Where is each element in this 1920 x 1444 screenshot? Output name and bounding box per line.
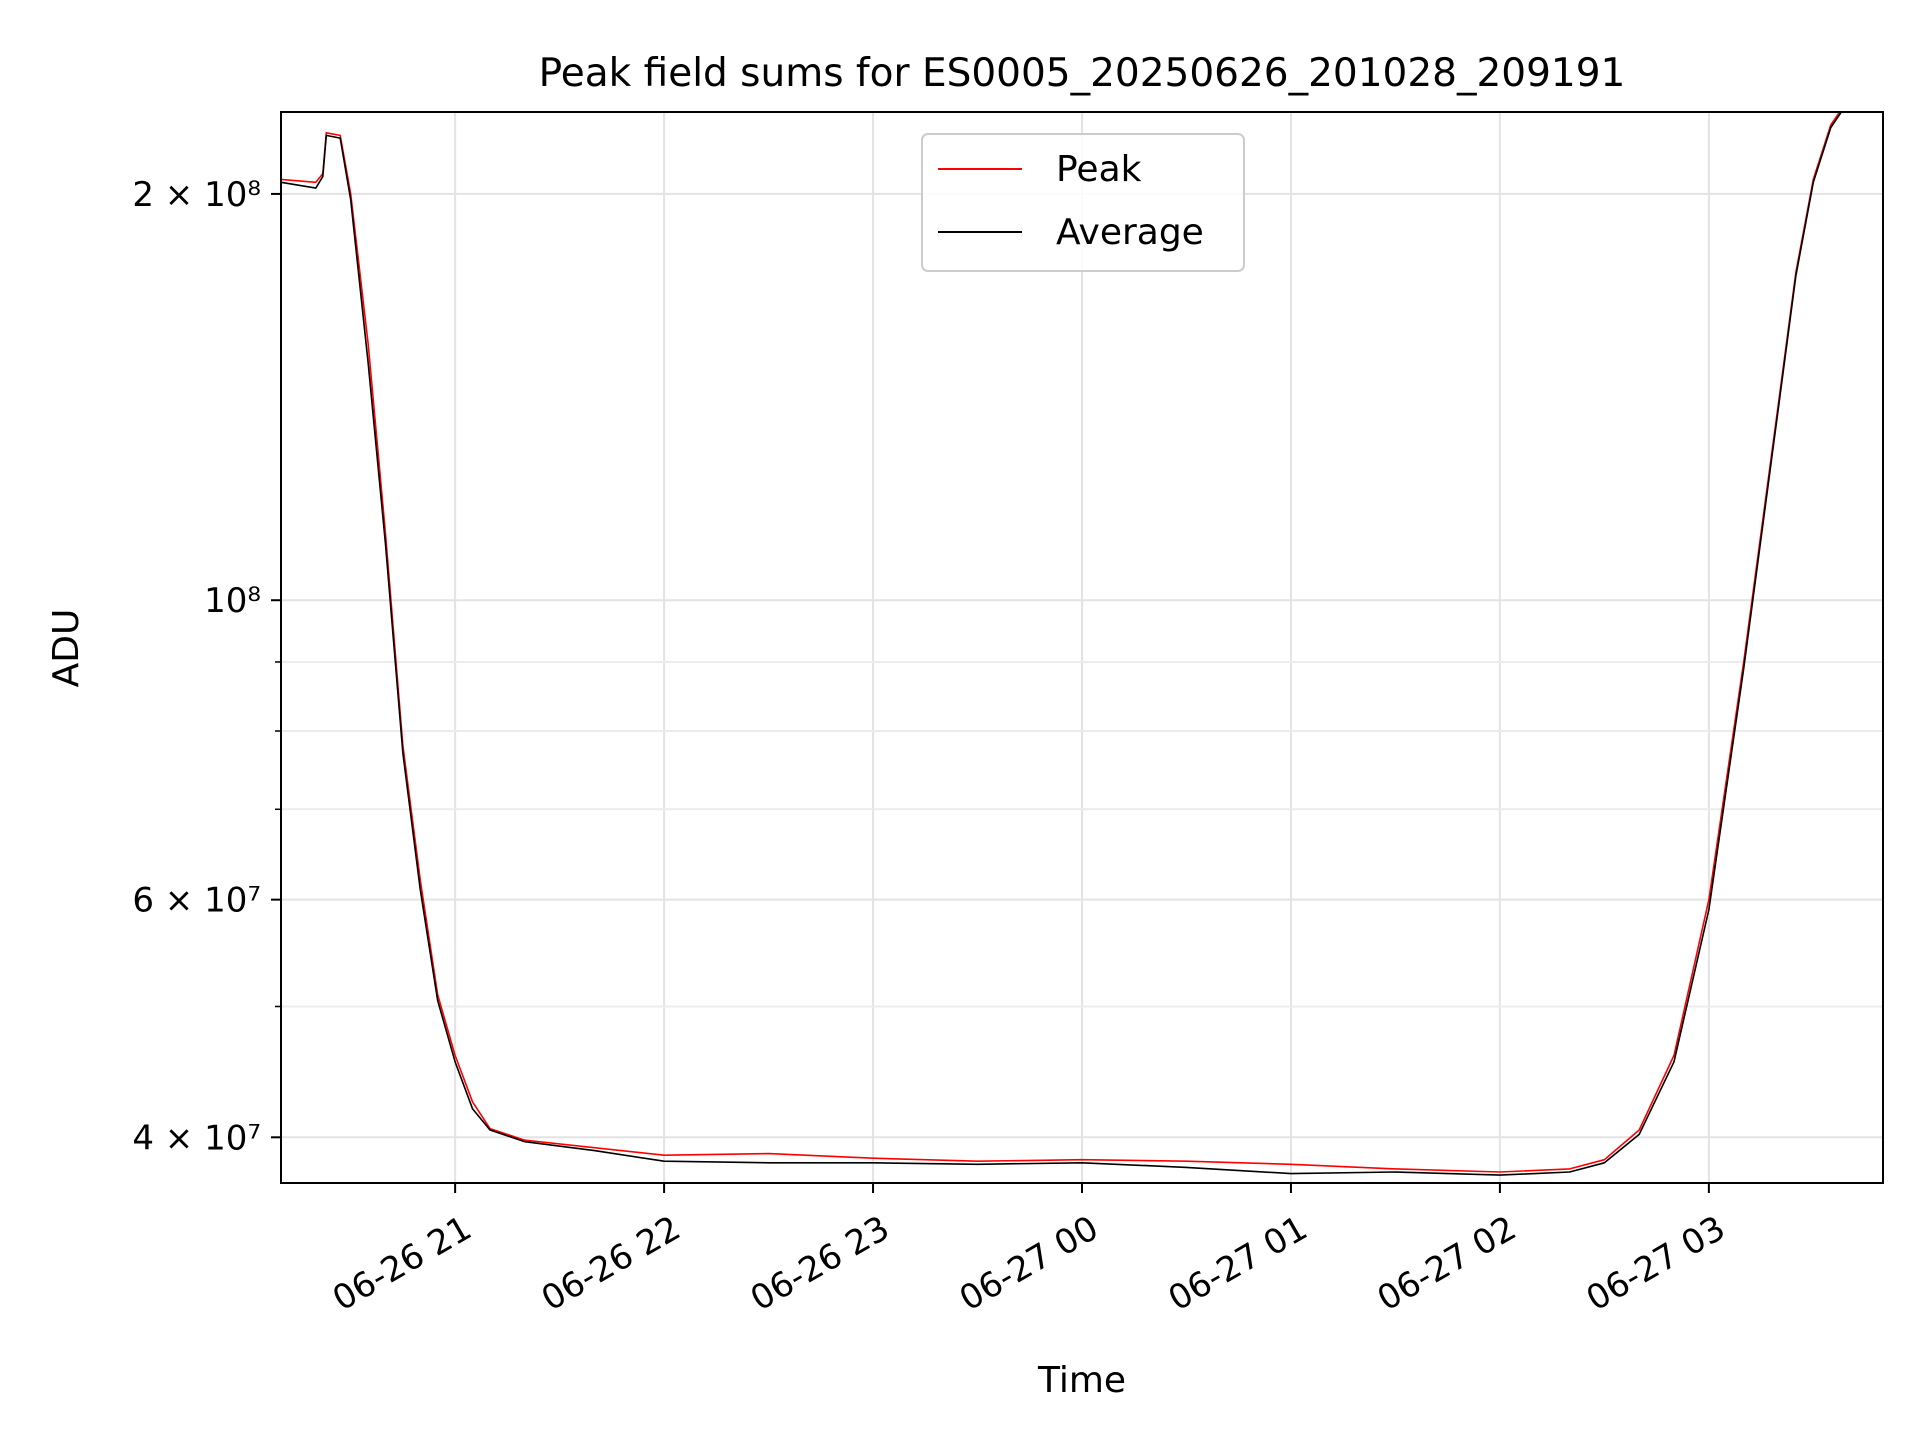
- y-axis-label: ADU: [46, 609, 87, 688]
- series-layer: [281, 112, 1843, 1176]
- legend-label-average: Average: [1056, 212, 1204, 253]
- series-line-average: [281, 112, 1843, 1176]
- legend: Peak Average: [921, 133, 1245, 272]
- y-tick-label: 6 × 10⁷: [132, 881, 261, 921]
- x-axis-label: Time: [1037, 1360, 1126, 1401]
- y-tick-label: 4 × 10⁷: [132, 1118, 261, 1158]
- chart-title: Peak field sums for ES0005_20250626_2010…: [539, 51, 1626, 96]
- legend-label-peak: Peak: [1056, 149, 1142, 190]
- series-line-peak: [281, 112, 1841, 1173]
- y-tick-label: 2 × 10⁸: [132, 175, 261, 215]
- y-tick-label: 10⁸: [204, 581, 261, 621]
